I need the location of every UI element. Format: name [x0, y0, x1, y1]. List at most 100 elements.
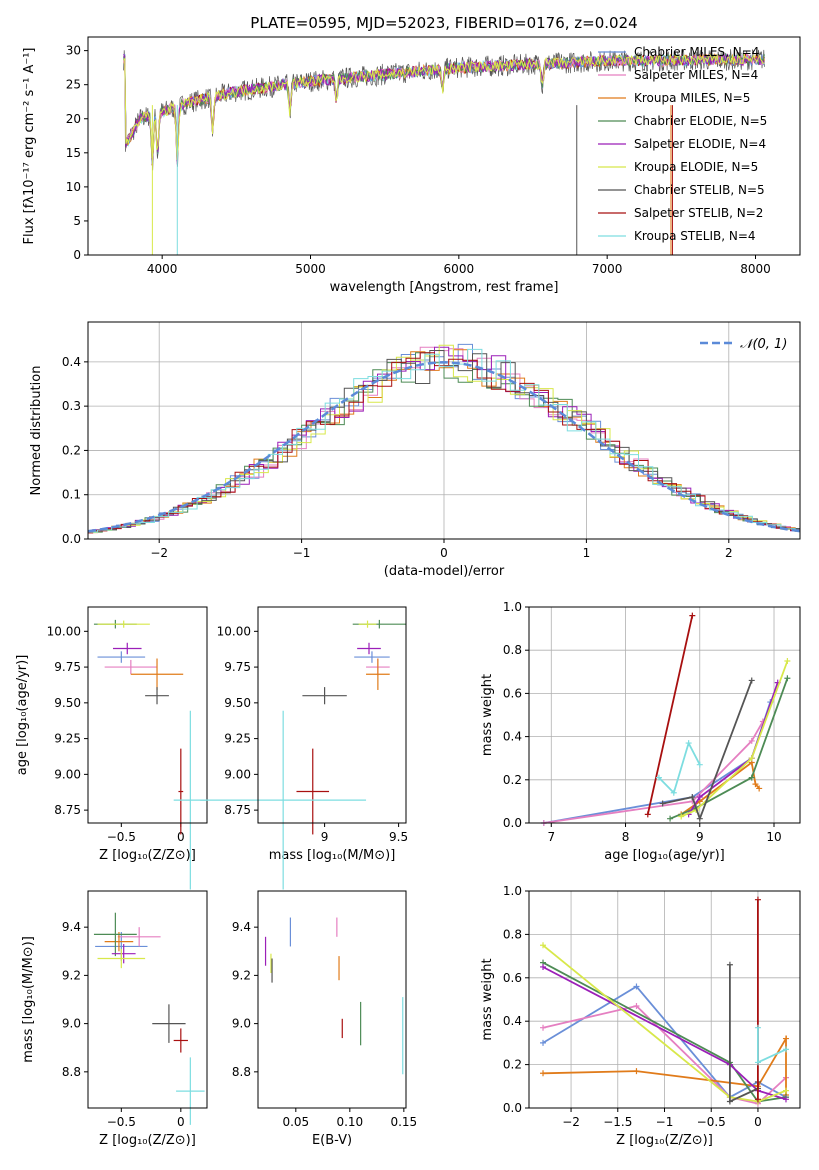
plot-frame: [528, 606, 801, 824]
weight-line: [662, 680, 753, 822]
normal-curve: [87, 361, 801, 533]
weight-marker: [633, 1003, 640, 1010]
x-tick-label: 5000: [295, 262, 326, 276]
weight-marker: [782, 1087, 789, 1094]
weight-line: [680, 660, 789, 818]
y-tick-label: 30: [66, 44, 81, 58]
x-tick-label: 0: [754, 1115, 762, 1129]
legend-entry: Chabrier ELODIE, N=5: [634, 114, 767, 128]
weight-marker: [670, 789, 677, 796]
x-tick-label: −1.5: [603, 1115, 632, 1129]
spectrum-panel: 4000 5000 6000 7000 8000 0 5 10 15 20 25 30 waveleng…: [22, 36, 801, 295]
y-tick-label: 0.0: [503, 1101, 522, 1115]
weight-marker: [726, 1098, 733, 1105]
x-axis-label: Z [log₁₀(Z/Z⊙)]: [99, 1133, 196, 1148]
y-tick-label: 0.2: [503, 773, 522, 787]
weight-line: [646, 615, 694, 815]
weight-marker: [685, 740, 692, 747]
weight-marker: [540, 963, 547, 970]
x-tick-label: 0.05: [282, 1115, 309, 1129]
y-tick-label: 25: [66, 78, 81, 92]
x-tick-label: 1: [583, 546, 591, 560]
x-tick-label: 0: [177, 830, 185, 844]
mass-weight-vs-Z-panel: −2 −1.5 −1 −0.5 0 0.0 0.2 0.4 0.6 0.8 1.0 Z [log₁₀(…: [480, 884, 801, 1148]
weight-marker: [644, 811, 651, 818]
legend-entry: Salpeter STELIB, N=2: [634, 206, 763, 220]
weight-marker: [784, 658, 791, 664]
x-tick-label: 0: [177, 1115, 185, 1129]
legend-entry: 𝒩(0, 1): [740, 337, 787, 352]
y-tick-label: 0.8: [503, 643, 522, 657]
weight-marker: [659, 800, 666, 807]
y-tick-label: 9.2: [232, 968, 251, 982]
x-tick-label: −0.5: [697, 1115, 726, 1129]
x-tick-label: 2: [725, 546, 733, 560]
weight-marker: [748, 737, 755, 744]
y-tick-label: 1.0: [503, 600, 522, 614]
y-axis-label: Normed distribution: [29, 366, 44, 496]
mass-weight-vs-age-panel: 7 8 9 10 0.0 0.2 0.4 0.6 0.8 1.0 age [log₁₀(age/yr…: [480, 600, 801, 863]
y-tick-label: 8.8: [232, 1065, 251, 1079]
x-tick-label: 9.5: [389, 830, 408, 844]
y-tick-label: 0.1: [62, 488, 81, 502]
weight-line: [542, 961, 787, 1103]
weight-marker: [540, 1024, 547, 1031]
y-tick-label: 0.6: [503, 686, 522, 700]
weight-marker: [756, 785, 763, 792]
x-tick-label: −1: [293, 546, 311, 560]
legend-entry: Salpeter ELODIE, N=4: [634, 137, 766, 151]
y-tick-label: 9.0: [62, 1017, 81, 1031]
y-tick-label: 9.00: [54, 767, 81, 781]
x-tick-label: −2: [150, 546, 168, 560]
residual-histogram: [88, 348, 800, 533]
spectrum-series-4: [123, 53, 765, 162]
spectrum-series-5: [123, 52, 765, 160]
x-tick-label: 0: [440, 546, 448, 560]
weight-marker: [540, 942, 547, 949]
y-tick-label: 9.4: [62, 920, 81, 934]
legend-entry: Chabrier STELIB, N=5: [634, 183, 765, 197]
x-axis-label: (data-model)/error: [384, 564, 505, 579]
y-tick-label: 10: [66, 180, 81, 194]
x-axis-label: Z [log₁₀(Z/Z⊙)]: [99, 848, 196, 863]
x-tick-label: 6000: [444, 262, 475, 276]
plot-frame: [87, 36, 801, 256]
weight-line: [542, 966, 787, 1101]
y-tick-label: 0.4: [503, 1014, 522, 1028]
weight-marker: [784, 675, 791, 682]
x-tick-label: 9: [321, 830, 329, 844]
y-tick-label: 9.00: [224, 767, 251, 781]
y-tick-label: 0: [73, 248, 81, 262]
mass-vs-EBV-panel: 0.05 0.10 0.15 8.8 9.0 9.2 9.4 E(B-V): [232, 890, 417, 1148]
legend-entry: Kroupa MILES, N=5: [634, 91, 750, 105]
x-tick-label: −2: [562, 1115, 580, 1129]
y-tick-label: 5: [73, 214, 81, 228]
weight-marker: [667, 815, 674, 822]
y-tick-label: 8.8: [62, 1065, 81, 1079]
y-tick-label: 20: [66, 112, 81, 126]
legend-entry: Kroupa ELODIE, N=5: [634, 160, 758, 174]
x-tick-label: −0.5: [107, 830, 136, 844]
weight-marker: [689, 612, 696, 619]
y-tick-label: 9.50: [224, 696, 251, 710]
weight-line: [542, 944, 787, 1103]
weight-marker: [678, 813, 685, 820]
y-tick-label: 10.00: [47, 624, 81, 638]
weight-marker: [782, 1046, 789, 1053]
x-axis-label: age [log₁₀(age/yr)]: [604, 848, 725, 863]
y-axis-label: Flux [fλ10⁻¹⁷ erg cm⁻² s⁻¹ A⁻¹]: [22, 48, 37, 245]
x-tick-label: −1: [656, 1115, 674, 1129]
x-tick-label: 7: [547, 830, 555, 844]
y-axis-label: age [log₁₀(age/yr)]: [15, 655, 30, 776]
legend-entry: Kroupa STELIB, N=4: [634, 229, 756, 243]
y-tick-label: 0.2: [503, 1058, 522, 1072]
y-tick-label: 9.25: [224, 732, 251, 746]
y-tick-label: 9.75: [54, 660, 81, 674]
weight-marker: [748, 774, 755, 781]
weight-marker: [540, 1070, 547, 1077]
plot-frame: [87, 606, 208, 824]
y-tick-label: 0.4: [62, 355, 81, 369]
plot-frame: [257, 890, 407, 1109]
weight-marker: [752, 781, 759, 788]
x-axis-label: Z [log₁₀(Z/Z⊙)]: [616, 1133, 713, 1148]
